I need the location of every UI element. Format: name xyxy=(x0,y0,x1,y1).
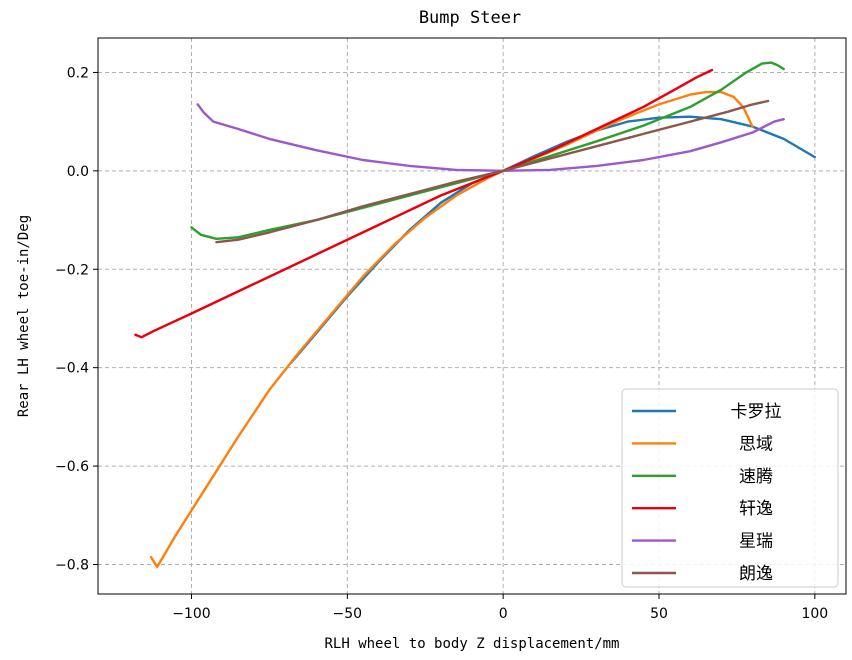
y-tick-label: −0.2 xyxy=(55,262,89,278)
series-line-4 xyxy=(196,103,785,172)
legend-label: 速腾 xyxy=(739,467,773,487)
legend-label: 思域 xyxy=(739,434,773,454)
y-tick-label: 0.0 xyxy=(67,164,89,180)
x-tick-label: 50 xyxy=(650,606,668,622)
y-tick-label: 0.2 xyxy=(67,65,89,81)
y-axis-label: Rear LH wheel toe-in/Deg xyxy=(16,215,32,417)
series-lines xyxy=(134,61,816,569)
series-line-3 xyxy=(134,68,714,339)
legend-label: 星瑞 xyxy=(739,532,773,552)
plot-frame xyxy=(97,37,847,595)
x-tick-label: 100 xyxy=(801,606,828,622)
series-line-0 xyxy=(290,115,816,364)
legend-label: 卡罗拉 xyxy=(731,402,782,422)
legend-label: 朗逸 xyxy=(739,564,773,584)
y-tick-label: −0.4 xyxy=(55,361,89,377)
y-tick-label: −0.8 xyxy=(55,557,89,573)
x-tick-label: −50 xyxy=(333,606,363,622)
legend-label: 轩逸 xyxy=(739,499,773,519)
chart-title: Bump Steer xyxy=(419,8,521,28)
axis-ticks: −100 −50 0 50 100 −0.8 −0.6 −0.4 −0.2 0.0 0.2 xyxy=(55,65,828,622)
series-line-5 xyxy=(215,99,770,244)
legend-box xyxy=(621,388,839,588)
x-axis-label: RLH wheel to body Z displacement/mm xyxy=(324,636,619,652)
x-tick-label: −100 xyxy=(172,606,210,622)
x-tick-label: 0 xyxy=(499,606,508,622)
y-tick-label: −0.6 xyxy=(55,459,89,475)
